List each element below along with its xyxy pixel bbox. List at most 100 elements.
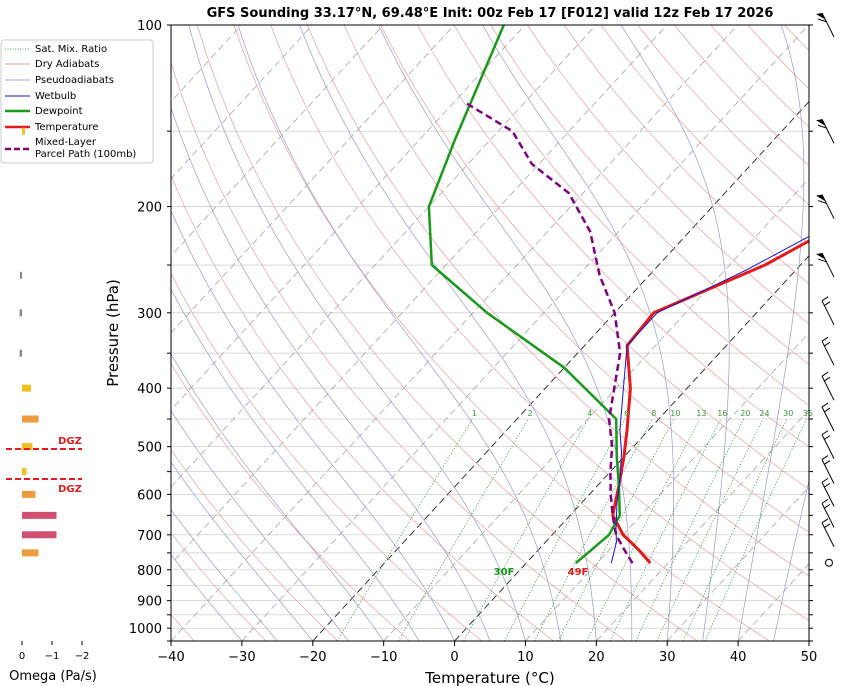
x-tick-label: −20 (299, 650, 326, 665)
wind-barb-feather (821, 336, 829, 342)
mixing-ratio-label: 10 (670, 409, 680, 418)
y-tick-label: 1000 (129, 622, 162, 637)
wind-barb-feather (817, 200, 828, 205)
wind-calm-circle (825, 558, 833, 567)
isotherm (171, 25, 455, 334)
omega-axis-label: Omega (Pa/s) (9, 669, 97, 684)
mixing-ratio-line (397, 418, 529, 641)
wind-barb-feather (821, 402, 829, 408)
wind-barb-pennant (816, 13, 826, 20)
pseudoadiabat (171, 106, 491, 641)
y-tick-label: 300 (137, 307, 162, 322)
dry-adiabat (196, 25, 698, 641)
isotherm (808, 640, 809, 641)
omega-bar (22, 443, 33, 451)
y-tick-label: 600 (137, 488, 162, 503)
omega-x-ticks: 0 −1 −2 (19, 641, 89, 662)
wind-barb (821, 336, 835, 366)
series-wetbulb (610, 235, 809, 564)
dry-adiabat (233, 25, 770, 641)
mixing-ratio-label: 8 (651, 409, 656, 418)
x-tick-label: −30 (228, 650, 255, 665)
x-tick-label: 10 (517, 650, 534, 665)
wind-barb-feather (823, 435, 831, 441)
wind-barb (821, 402, 835, 432)
wind-barb-feather (821, 371, 829, 377)
y-tick-label: 100 (137, 19, 162, 34)
isotherm (171, 25, 597, 488)
series-temperature (611, 239, 809, 565)
wind-barb (821, 296, 835, 326)
wind-barb-staff (821, 375, 835, 401)
dgz-markers: DGZ DGZ (6, 436, 82, 495)
mixing-ratio-line (504, 418, 626, 641)
pseudoadiabat (171, 353, 384, 641)
wind-barb-staff (821, 482, 835, 507)
omega-bar (22, 490, 36, 498)
mixing-ratio-label: 1 (472, 409, 477, 418)
legend-parcel-path: Mixed-Layer Parcel Path (100mb) (35, 137, 136, 160)
dry-adiabat (171, 174, 554, 641)
wind-barb-feather (823, 460, 831, 466)
wind-barb-feather (823, 523, 831, 529)
wind-barbs (816, 12, 835, 567)
plot-area: 1 2 4 6 8 10 13 16 20 24 30 36 −40 −30 −20 −10 0 10 20 30 4… (129, 19, 817, 665)
dry-adiabat (307, 25, 809, 577)
omega-bar (22, 384, 31, 392)
mixing-ratio-label: 4 (587, 409, 592, 418)
y-tick-label: 800 (137, 564, 162, 579)
wind-barb-feather (821, 455, 829, 461)
x-axis-label: Temperature (°C) (424, 669, 554, 686)
wind-barb-feather (823, 301, 831, 307)
pseudoadiabat (737, 25, 805, 641)
surface-dewpoint-label: 30F (494, 567, 515, 578)
x-tick-label: 50 (801, 650, 818, 665)
x-tick-label: 40 (730, 650, 747, 665)
mixing-ratio-line (682, 418, 788, 641)
y-tick-label: 900 (137, 595, 162, 610)
chart-title: GFS Sounding 33.17°N, 69.48°E Init: 00z … (207, 6, 774, 21)
wind-barb (816, 194, 835, 219)
wind-barb-staff (821, 340, 835, 366)
dry-adiabat (563, 25, 809, 285)
omega-panel: 0 −1 −2 Omega (Pa/s) DGZ DGZ (6, 127, 97, 684)
omega-bar (19, 309, 22, 317)
wind-barb-feather (823, 407, 831, 413)
y-tick-label: 700 (137, 529, 162, 544)
wind-barb-pennant (816, 119, 826, 127)
wind-barb-feather (817, 258, 828, 263)
y-axis-ticks: 100 200 300 400 500 600 700 800 900 1000 (129, 19, 813, 642)
mixing-ratio-line (336, 418, 473, 641)
wind-barb-feather (823, 376, 831, 382)
dgz-upper-label: DGZ (58, 436, 82, 447)
wind-barb-staff (821, 503, 835, 528)
wind-barb-feather (823, 503, 831, 509)
wind-barb (821, 498, 835, 528)
y-tick-label: 400 (137, 382, 162, 397)
wind-barb (816, 118, 835, 144)
mixing-ratio-label: 16 (717, 409, 727, 418)
legend-dry-adiabats: Dry Adiabats (35, 59, 99, 70)
mixing-ratio-line (533, 418, 653, 641)
wind-barb-feather (821, 518, 829, 524)
omega-bar (22, 468, 27, 476)
y-tick-label: 200 (137, 201, 162, 216)
wind-barb (816, 12, 835, 38)
mixing-ratio-label: 6 (624, 409, 629, 418)
wind-barb-staff (821, 406, 835, 432)
dry-adiabat (453, 25, 809, 406)
wind-barb-staff (821, 459, 835, 484)
isotherm (312, 100, 809, 641)
omega-bar (22, 549, 39, 557)
legend: Sat. Mix. Ratio Dry Adiabats Pseudoadiab… (0, 39, 154, 164)
pseudoadiabat (171, 209, 455, 641)
mixing-ratio-labels: 1 2 4 6 8 10 13 16 20 24 30 36 (472, 409, 813, 418)
x-tick-label: 30 (659, 650, 676, 665)
pseudoadiabat (482, 25, 674, 641)
wind-barb-staff (821, 434, 835, 459)
wind-barb-feather (821, 430, 829, 436)
wind-barb-pennant (816, 194, 826, 202)
x-axis-ticks: −40 −30 −20 −10 0 10 20 30 40 50 (157, 641, 817, 665)
isotherm (171, 25, 384, 257)
